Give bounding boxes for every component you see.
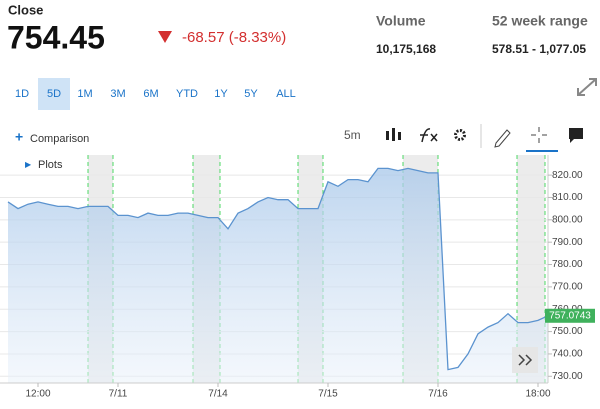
range-button[interactable]: 1Y — [214, 88, 228, 100]
area — [8, 168, 548, 383]
plus-icon[interactable]: + — [15, 129, 23, 145]
change: -68.57 (-8.33%) — [182, 29, 286, 46]
scroll-icon — [518, 354, 533, 366]
y-tick-label: 810.00 — [552, 192, 583, 203]
interval[interactable]: 5m — [344, 128, 361, 142]
price: 754.45 — [7, 19, 105, 55]
indicator-icon[interactable] — [420, 128, 438, 143]
range-button[interactable]: 5Y — [244, 88, 258, 100]
x-tick-label: 7/15 — [318, 389, 338, 400]
down-arrow — [158, 31, 172, 43]
x-tick-label: 7/14 — [208, 389, 228, 400]
range-button[interactable]: 3M — [110, 88, 125, 100]
plots-arrow[interactable]: ▶ — [25, 160, 32, 169]
draw-icon[interactable] — [494, 129, 511, 148]
range: 578.51 - 1,077.05 — [492, 42, 586, 56]
range-button[interactable]: 5D — [47, 88, 61, 100]
x-tick-label: 12:00 — [25, 389, 50, 400]
range-button[interactable]: 1D — [15, 88, 29, 100]
candle-icon[interactable] — [386, 128, 401, 141]
x-tick-label: 18:00 — [525, 389, 550, 400]
comment-icon[interactable] — [569, 128, 583, 143]
plots[interactable]: Plots — [38, 159, 63, 171]
crosshair-icon[interactable] — [531, 127, 547, 143]
range-button[interactable]: YTD — [176, 88, 198, 100]
range-button[interactable]: 6M — [143, 88, 158, 100]
close-label: Close — [8, 2, 43, 17]
range-button[interactable]: 1M — [77, 88, 92, 100]
y-tick-label: 820.00 — [552, 170, 583, 181]
y-tick-label: 750.00 — [552, 326, 583, 337]
range-button[interactable]: ALL — [276, 88, 296, 100]
settings-icon[interactable] — [454, 129, 466, 141]
y-tick-label: 790.00 — [552, 237, 583, 248]
expand-icon[interactable] — [577, 78, 597, 96]
y-tick-label: 770.00 — [552, 282, 583, 293]
price-line — [7, 167, 549, 371]
range-label: 52 week range — [492, 13, 588, 29]
price-tag — [545, 308, 595, 323]
price-tag-label: 757.0743 — [549, 310, 591, 321]
y-tick-label: 730.00 — [552, 371, 583, 382]
y-tick-label: 780.00 — [552, 259, 583, 270]
comparison[interactable]: Comparison — [30, 133, 89, 145]
range-selected — [38, 78, 70, 110]
x-tick-label: 7/16 — [428, 389, 448, 400]
volume: 10,175,168 — [376, 42, 436, 56]
y-tick-label: 800.00 — [552, 214, 583, 225]
volume-label: Volume — [376, 13, 426, 29]
y-tick-label: 740.00 — [552, 349, 583, 360]
x-tick-label: 7/11 — [109, 389, 128, 400]
